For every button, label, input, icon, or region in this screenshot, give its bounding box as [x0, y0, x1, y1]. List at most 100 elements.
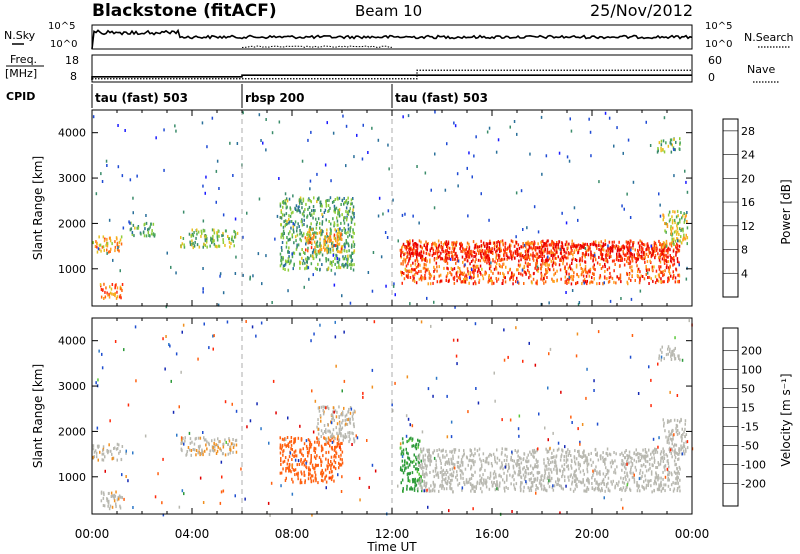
- data-cell: [414, 477, 416, 481]
- data-cell: [664, 464, 667, 468]
- data-cell: [674, 148, 676, 152]
- data-cell: [520, 252, 522, 256]
- data-cell: [618, 264, 621, 268]
- data-cell: [544, 487, 546, 490]
- data-cell: [597, 458, 600, 462]
- data-cell: [349, 417, 351, 421]
- data-cell: [281, 200, 284, 204]
- data-cell: [282, 257, 284, 261]
- data-cell: [565, 240, 568, 244]
- data-cell: [344, 242, 346, 246]
- data-cell: [197, 451, 199, 455]
- data-cell: [678, 261, 680, 265]
- data-cell: [524, 245, 527, 249]
- data-cell: [560, 248, 562, 251]
- data-cell: [404, 212, 406, 216]
- data-cell: [677, 452, 679, 456]
- data-cell: [503, 253, 505, 257]
- data-cell: [635, 468, 637, 472]
- data-cell: [287, 259, 290, 263]
- data-cell: [548, 243, 551, 247]
- data-cell: [611, 482, 613, 486]
- data-cell: [589, 130, 592, 134]
- data-cell: [409, 246, 411, 250]
- data-cell: [661, 257, 664, 261]
- data-cell: [631, 269, 634, 273]
- data-cell: [604, 111, 607, 115]
- data-cell: [299, 266, 301, 270]
- data-cell: [140, 232, 142, 236]
- data-cell: [142, 230, 145, 234]
- data-cell: [519, 485, 522, 489]
- data-cell: [149, 225, 151, 229]
- data-cell: [98, 235, 100, 239]
- data-cell: [180, 442, 182, 445]
- data-cell: [443, 266, 445, 270]
- data-cell: [648, 268, 650, 272]
- data-cell: [347, 212, 350, 216]
- data-cell: [613, 244, 615, 248]
- data-cell: [618, 277, 620, 281]
- data-cell: [601, 253, 603, 257]
- data-cell: [460, 241, 462, 245]
- data-cell: [592, 265, 594, 269]
- data-cell: [293, 223, 296, 227]
- data-cell: [429, 260, 431, 264]
- data-cell: [432, 394, 434, 398]
- data-cell: [204, 238, 207, 242]
- data-cell: [417, 456, 419, 460]
- data-cell: [310, 262, 313, 266]
- data-cell: [327, 436, 330, 440]
- data-cell: [437, 475, 440, 479]
- data-cell: [513, 256, 516, 260]
- data-cell: [427, 387, 430, 391]
- data-cell: [451, 251, 453, 255]
- nsearch-tick-bottom: 10^0: [705, 39, 732, 50]
- data-cell: [664, 229, 666, 233]
- data-cell: [623, 257, 626, 261]
- data-cell: [493, 476, 495, 480]
- data-cell: [599, 472, 601, 476]
- data-cell: [313, 455, 316, 459]
- data-cell: [518, 466, 520, 470]
- power-ylabel: Slant Range [km]: [31, 156, 45, 260]
- data-cell: [646, 242, 649, 246]
- data-cell: [434, 469, 437, 473]
- data-cell: [296, 226, 298, 230]
- data-cell: [660, 243, 663, 247]
- data-cell: [291, 448, 293, 451]
- data-cell: [519, 469, 521, 473]
- data-cell: [641, 242, 643, 245]
- data-cell: [509, 125, 511, 129]
- data-cell: [423, 475, 425, 479]
- data-cell: [106, 248, 108, 252]
- data-cell: [611, 244, 613, 248]
- data-cell: [315, 231, 317, 235]
- data-cell: [667, 276, 669, 280]
- data-cell: [292, 210, 294, 214]
- data-cell: [286, 466, 289, 470]
- data-cell: [234, 439, 237, 443]
- data-cell: [678, 431, 681, 435]
- data-cell: [534, 248, 537, 252]
- data-cell: [505, 464, 507, 468]
- data-cell: [407, 243, 410, 247]
- data-cell: [663, 116, 666, 120]
- data-cell: [184, 436, 186, 440]
- data-cell: [488, 249, 491, 253]
- data-cell: [489, 239, 491, 243]
- data-cell: [674, 346, 676, 350]
- data-cell: [601, 480, 604, 484]
- data-cell: [650, 472, 653, 476]
- data-cell: [218, 244, 221, 248]
- data-cell: [592, 460, 594, 464]
- data-cell: [305, 466, 308, 470]
- data-cell: [424, 453, 427, 457]
- data-cell: [430, 324, 432, 328]
- data-cell: [649, 144, 652, 147]
- data-cell: [290, 447, 292, 451]
- data-cell: [310, 460, 312, 464]
- data-cell: [660, 358, 662, 362]
- data-cell: [654, 479, 656, 483]
- data-cell: [678, 273, 680, 277]
